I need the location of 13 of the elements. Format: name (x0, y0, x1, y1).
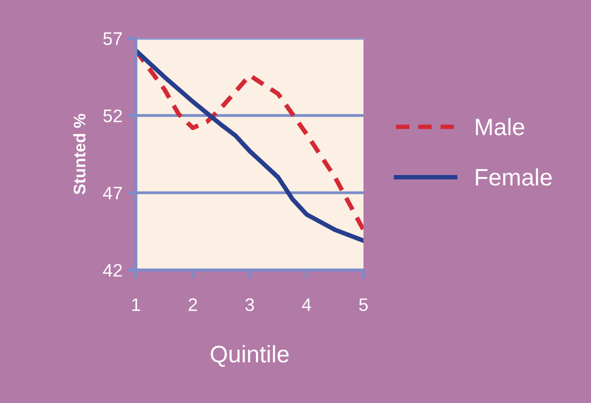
x-tick-label: 1 (132, 298, 140, 311)
x-tick-label: 2 (188, 298, 197, 311)
legend-label: Male (476, 118, 524, 136)
x-tick-label: 5 (359, 298, 368, 312)
x-tick-label: 4 (302, 298, 312, 311)
y-tick-label: 47 (103, 186, 122, 200)
y-tick-label: 42 (103, 264, 122, 277)
y-axis-title: Stunted % (73, 114, 86, 194)
x-axis-title: Quintile (210, 345, 289, 367)
x-tick-label: 3 (245, 298, 254, 312)
y-tick-label: 57 (103, 32, 122, 46)
y-tick-label: 52 (103, 109, 122, 122)
legend-label: Female (476, 168, 552, 186)
